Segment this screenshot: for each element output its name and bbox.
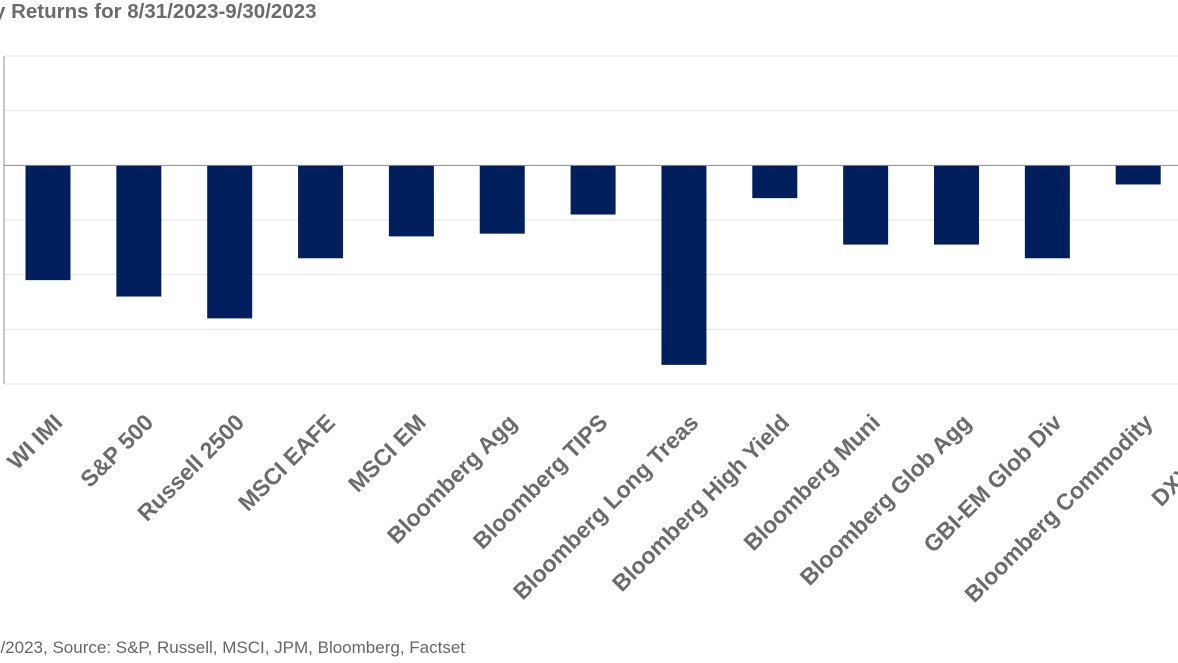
category-label: WI IMI (2, 409, 67, 474)
category-label: Bloomberg High Yield (607, 409, 794, 596)
bar-10 (843, 165, 889, 245)
bar-7 (570, 165, 616, 215)
axes (3, 56, 1178, 384)
category-label: Bloomberg Glob Agg (795, 409, 976, 590)
bar-2 (116, 165, 162, 297)
bar-12 (1024, 165, 1070, 259)
category-label: MSCI EAFE (233, 409, 340, 516)
category-label: Bloomberg Commodity (959, 409, 1157, 607)
bar-3 (207, 165, 253, 319)
bar-6 (479, 165, 525, 234)
bar-4 (298, 165, 344, 259)
bar-9 (752, 165, 798, 199)
category-label: S&P 500 (75, 409, 158, 492)
bar-1 (25, 165, 71, 281)
gridlines (4, 55, 1178, 385)
source-footnote: 0/2023, Source: S&P, Russell, MSCI, JPM,… (0, 638, 465, 657)
bar-8 (661, 165, 707, 365)
chart-title: y Returns for 8/31/2023-9/30/2023 (0, 0, 317, 23)
bars (25, 165, 1161, 365)
bar-5 (388, 165, 434, 237)
category-label: MSCI EM (343, 409, 431, 497)
bar-13 (1115, 165, 1161, 185)
bar-11 (934, 165, 979, 245)
category-label: Bloomberg Long Treas (508, 409, 704, 605)
